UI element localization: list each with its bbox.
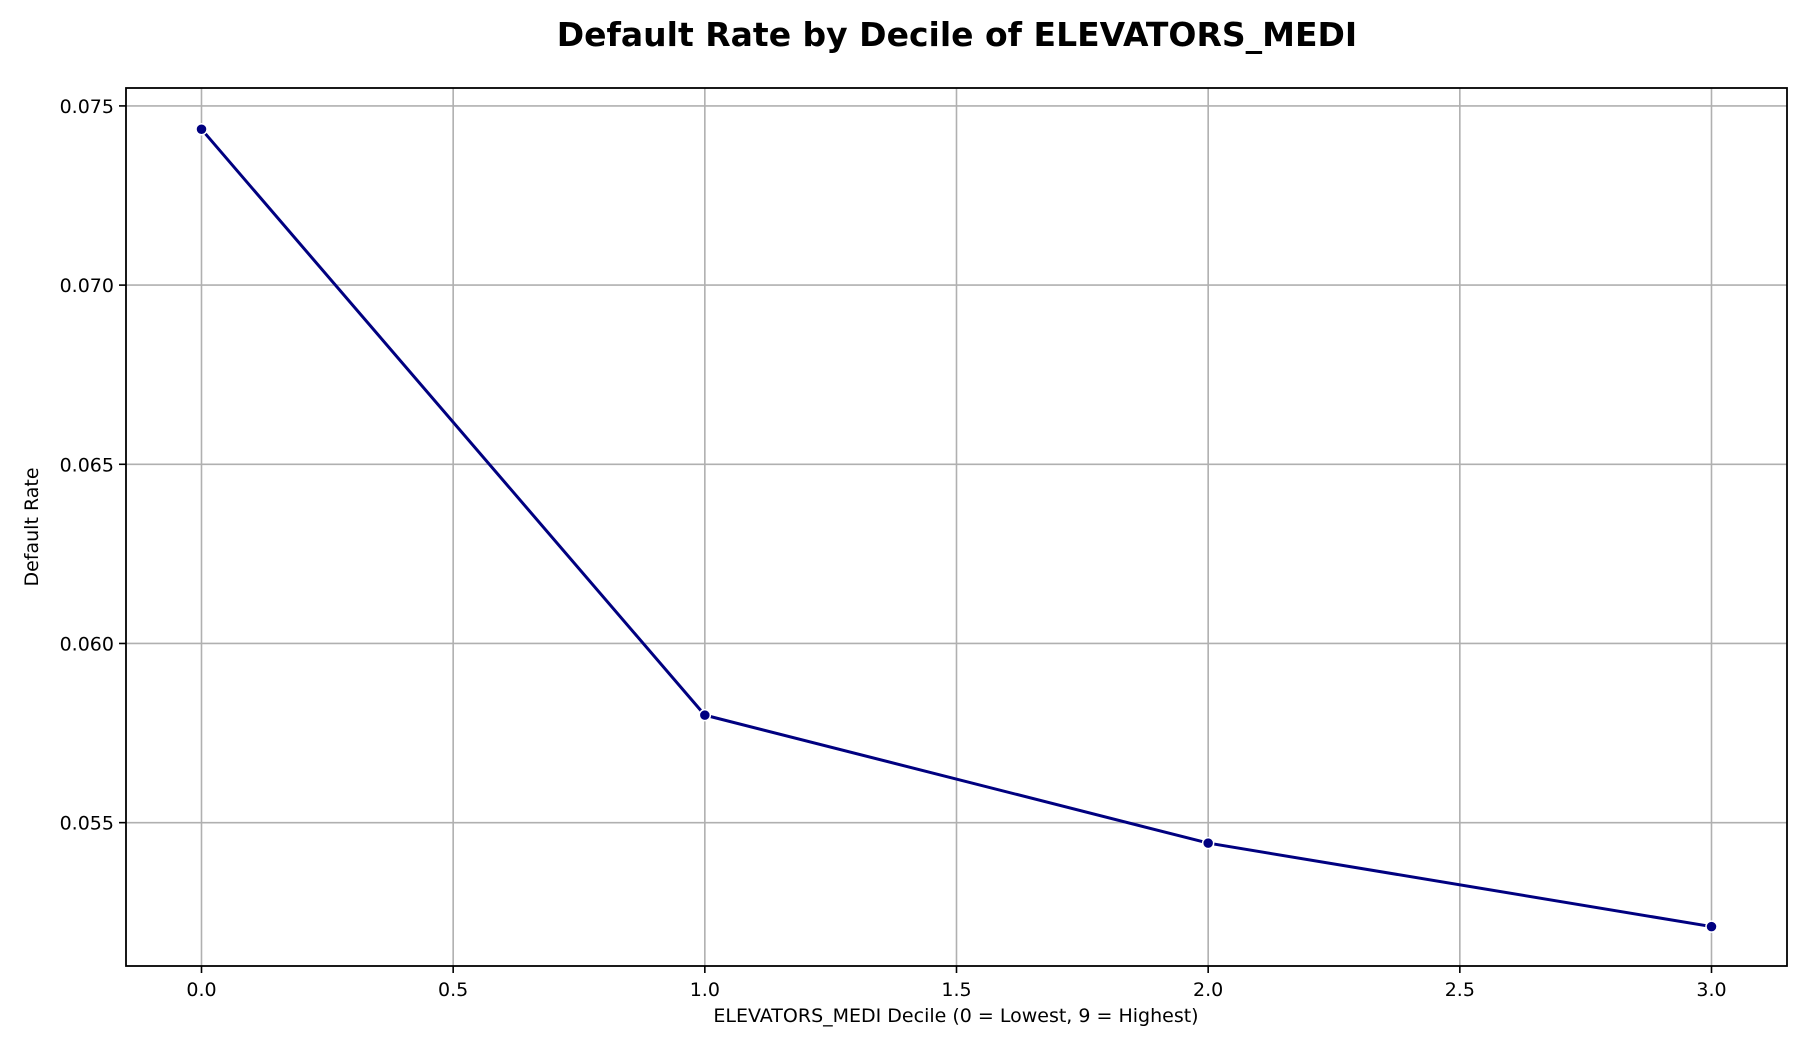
chart-title: Default Rate by Decile of ELEVATORS_MEDI	[557, 15, 1357, 54]
y-tick-label: 0.065	[60, 454, 114, 476]
series-line	[200, 128, 1712, 929]
series-layer	[195, 122, 1718, 933]
data-point	[698, 708, 712, 722]
y-tick-label: 0.060	[60, 633, 114, 655]
y-tick-label: 0.070	[60, 275, 114, 297]
grid	[126, 88, 1787, 966]
y-tick-label: 0.055	[60, 813, 114, 835]
x-tick-label: 1.5	[941, 979, 971, 1001]
x-tick-label: 0.0	[186, 979, 216, 1001]
data-point	[1201, 836, 1215, 850]
data-point	[195, 122, 208, 136]
data-point	[1705, 920, 1718, 933]
x-tick-label: 3.0	[1696, 979, 1726, 1001]
x-tick-label: 1.0	[690, 979, 720, 1001]
y-axis-label: Default Rate	[21, 467, 43, 586]
x-tick-label: 0.5	[438, 979, 468, 1001]
y-tick-label: 0.075	[60, 96, 114, 118]
x-tick-label: 2.0	[1193, 979, 1223, 1001]
axis-ticks: 0.0 0.5 1.0 1.5 2.0 2.5 3.0 0.055 0.060 0.065 0.07…	[60, 96, 1727, 1001]
x-tick-label: 2.5	[1445, 979, 1475, 1001]
x-axis-label: ELEVATORS_MEDI Decile (0 = Lowest, 9 = H…	[713, 1005, 1198, 1027]
